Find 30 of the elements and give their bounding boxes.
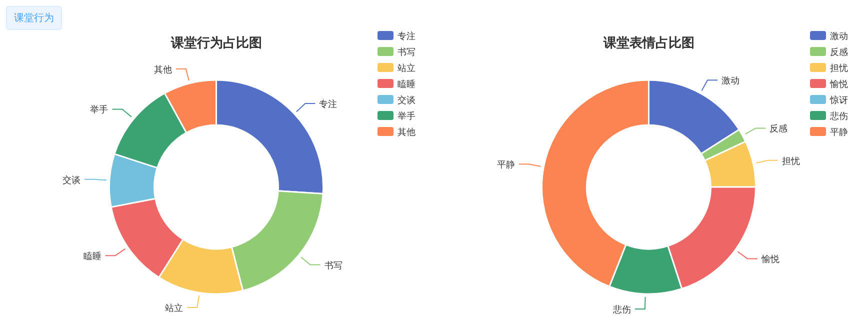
legend-label: 站立 — [398, 63, 416, 73]
chart-title: 课堂表情占比图 — [602, 35, 694, 50]
legend-label: 愉悦 — [829, 79, 848, 89]
text: 课堂行为 — [6, 6, 62, 30]
slice-label: 反感 — [770, 124, 788, 134]
slice-label: 站立 — [165, 303, 184, 313]
legend-label: 惊讶 — [829, 95, 848, 105]
slice-label: 担忧 — [782, 156, 800, 166]
slice-label: 平静 — [496, 160, 515, 170]
slice-label: 书写 — [324, 260, 342, 270]
slice-label: 其他 — [154, 64, 172, 74]
slice-label: 举手 — [90, 104, 108, 115]
slice-label: 愉悦 — [760, 254, 780, 264]
legend-label: 交谈 — [398, 95, 416, 105]
legend-label: 专注 — [398, 31, 416, 41]
legend-label: 激动 — [830, 31, 848, 41]
legend-label: 反感 — [830, 47, 848, 57]
slice-label: 悲伤 — [612, 304, 631, 314]
slice-label: 专注 — [319, 98, 338, 109]
legend-label: 其他 — [398, 127, 416, 137]
chart-title: 课堂行为占比图 — [170, 35, 262, 50]
legend-label: 悲伤 — [829, 111, 848, 121]
slice-label: 交谈 — [62, 174, 80, 185]
slice-label: 激动 — [722, 76, 740, 86]
legend-label: 书写 — [398, 47, 416, 57]
legend-label: 平静 — [830, 127, 848, 137]
legend-label: 担忧 — [830, 63, 848, 73]
slice-label: 瞌睡 — [83, 251, 102, 262]
legend-label: 瞌睡 — [398, 79, 416, 89]
legend-label: 举手 — [398, 111, 416, 121]
